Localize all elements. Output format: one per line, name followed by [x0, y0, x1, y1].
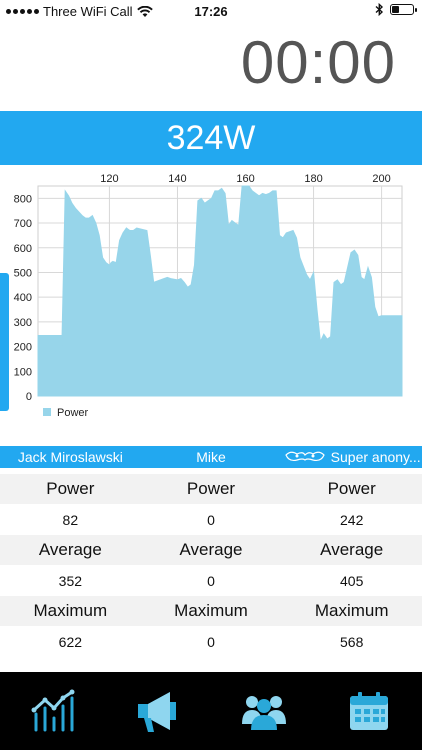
y-tick-label: 200: [14, 342, 32, 354]
power-chart-svg: 0 100 200 300 400 500 600 700 800 120 140 160 180 200…: [14, 173, 403, 419]
chart-icon: [31, 689, 75, 732]
stat-label: Power: [186, 479, 236, 498]
stat-value: 568: [340, 633, 364, 650]
stat-label: Maximum: [314, 601, 389, 620]
stat-value: 0: [207, 633, 215, 650]
wifi-icon: [136, 5, 153, 17]
bluetooth-icon: [375, 3, 384, 16]
elapsed-timer: 00:00: [240, 29, 396, 96]
tab-calendar[interactable]: [339, 681, 399, 741]
stat-value: 0: [207, 572, 215, 589]
x-tick-label: 120: [100, 173, 118, 185]
bottom-tab-bar: [0, 672, 422, 750]
tab-riders[interactable]: [234, 681, 294, 741]
stat-label-row: Average Average Average: [0, 535, 422, 565]
y-tick-label: 500: [14, 267, 32, 279]
y-tick-label: 300: [14, 317, 32, 329]
x-tick-label: 160: [236, 173, 254, 185]
y-tick-label: 700: [14, 218, 32, 230]
x-tick-label: 140: [168, 173, 186, 185]
rider-name-anonymous[interactable]: Super anony...: [281, 449, 422, 465]
rider-name: Super anony...: [330, 449, 421, 465]
stat-label: Maximum: [174, 601, 248, 620]
y-tick-label: 0: [26, 391, 32, 403]
stat-label-row: Power Power Power: [0, 474, 422, 504]
stat-value-row: 352 0 405: [0, 565, 422, 596]
stat-value-row: 622 0 568: [0, 626, 422, 657]
stat-value: 0: [207, 511, 215, 528]
status-time: 17:26: [194, 4, 228, 19]
stat-value: 242: [340, 511, 364, 528]
mask-icon: [284, 451, 325, 462]
power-chart: 0 100 200 300 400 500 600 700 800 120 140 160 180 200…: [0, 166, 422, 442]
rider-name[interactable]: Mike: [196, 449, 226, 465]
carrier-name: Three WiFi Call: [43, 4, 133, 19]
stat-value-row: 82 0 242: [0, 504, 422, 535]
rider-stats: Power Power Power 82 0 242 Average Avera…: [0, 474, 422, 657]
carrier-info: Three WiFi Call: [6, 4, 153, 19]
legend-swatch: [43, 408, 51, 416]
stat-value: 405: [340, 572, 364, 589]
y-tick-label: 600: [14, 243, 32, 255]
current-power-value: 324W: [166, 118, 256, 157]
x-tick-label: 180: [304, 173, 322, 185]
riders-header: Jack Miroslawski Mike Super anony...: [0, 446, 422, 468]
tab-statistics[interactable]: [23, 681, 83, 741]
megaphone-icon: [138, 692, 177, 732]
stat-value: 622: [58, 633, 83, 650]
x-tick-label: 200: [372, 173, 390, 185]
legend-label: Power: [57, 407, 89, 419]
stat-label: Average: [179, 540, 243, 559]
stat-label: Power: [46, 479, 95, 498]
y-tick-label: 400: [14, 292, 32, 304]
status-bar: Three WiFi Call 17:26: [0, 0, 422, 22]
stat-label: Power: [327, 479, 376, 498]
rider-name[interactable]: Jack Miroslawski: [17, 449, 123, 465]
tab-announcements[interactable]: [128, 681, 188, 741]
y-tick-label: 100: [14, 366, 32, 378]
stat-label-row: Maximum Maximum Maximum: [0, 596, 422, 626]
group-icon: [241, 696, 286, 730]
signal-strength-icon: [6, 9, 39, 14]
stat-label: Average: [320, 540, 384, 559]
stat-value: 352: [58, 572, 83, 589]
power-series-area: [37, 185, 403, 397]
battery-icon: [390, 4, 417, 15]
calendar-icon: [350, 692, 389, 730]
stat-label: Average: [38, 540, 102, 559]
y-tick-label: 800: [14, 193, 32, 205]
stat-label: Maximum: [33, 601, 108, 620]
stat-value: 82: [62, 511, 79, 528]
current-power-banner: 324W: [0, 111, 422, 165]
side-drawer-handle[interactable]: [0, 273, 9, 411]
